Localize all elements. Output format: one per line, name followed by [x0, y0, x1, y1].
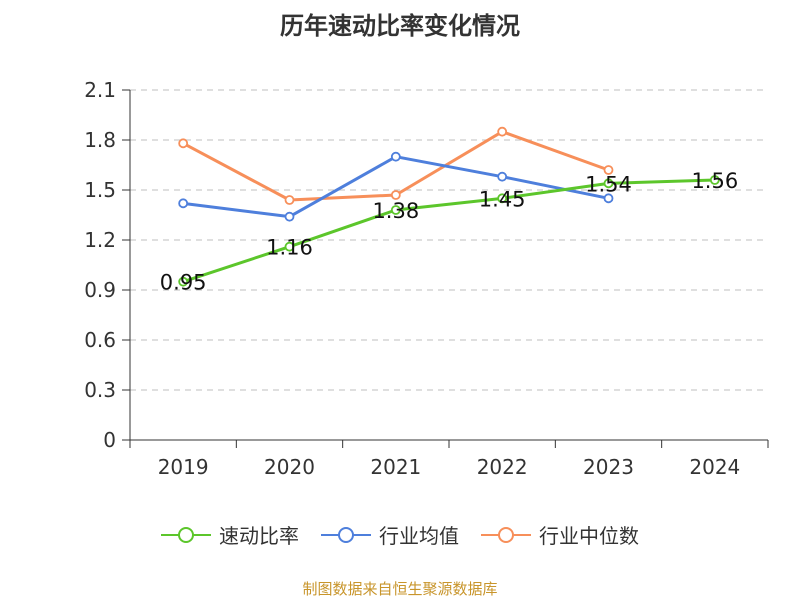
legend-label-industry-mean: 行业均值: [379, 524, 459, 548]
data-point: [390, 190, 401, 200]
data-point: [497, 126, 508, 137]
data-point: [284, 241, 295, 252]
legend-marker-quick-ratio: [161, 525, 211, 545]
data-label: 1.16: [266, 236, 313, 260]
data-label: 1.54: [585, 172, 632, 196]
y-tick-label: 1.2: [84, 228, 116, 252]
chart-title: 历年速动比率变化情况: [280, 12, 520, 40]
data-point: [497, 193, 508, 204]
data-point: [390, 205, 401, 215]
data-label: 0.95: [160, 271, 207, 295]
x-tick-label: 2021: [370, 455, 421, 479]
data-point: [390, 151, 401, 162]
data-label: 1.38: [372, 199, 419, 223]
legend-item-quick-ratio[interactable]: 速动比率: [161, 520, 299, 549]
data-point: [178, 138, 189, 149]
x-tick-label: 2020: [264, 455, 315, 479]
legend-marker-industry-mean: [321, 525, 371, 545]
legend-item-industry-mean[interactable]: 行业均值: [321, 520, 459, 549]
y-tick-label: 0.3: [84, 378, 116, 402]
y-tick-label: 0: [103, 428, 116, 452]
y-tick-label: 0.6: [84, 328, 116, 352]
data-label: 1.45: [479, 187, 526, 211]
data-point: [709, 175, 720, 185]
data-point: [284, 195, 295, 205]
y-tick-label: 0.9: [84, 278, 116, 302]
data-point: [284, 211, 295, 222]
series-line: [182, 178, 715, 284]
y-tick-label: 1.8: [84, 128, 116, 152]
x-tick-label: 2024: [689, 455, 740, 479]
x-tick-label: 2023: [583, 455, 634, 479]
x-tick-label: 2019: [158, 455, 209, 479]
data-point: [178, 198, 189, 209]
y-tick-label: 2.1: [84, 78, 116, 102]
data-point: [603, 165, 614, 175]
legend-label-industry-median: 行业中位数: [539, 524, 639, 548]
data-point: [178, 276, 189, 287]
data-point: [603, 178, 614, 189]
legend-label-quick-ratio: 速动比率: [219, 524, 299, 548]
data-point: [603, 193, 614, 204]
legend: 速动比率 行业均值 行业中位数: [0, 520, 800, 549]
data-source-note: 制图数据来自恒生聚源数据库: [302, 580, 498, 598]
data-point: [497, 171, 508, 182]
data-label: 1.56: [691, 169, 738, 193]
x-tick-label: 2022: [477, 455, 528, 479]
y-tick-label: 1.5: [84, 178, 116, 202]
legend-item-industry-median[interactable]: 行业中位数: [481, 520, 639, 549]
legend-marker-industry-median: [481, 525, 531, 545]
